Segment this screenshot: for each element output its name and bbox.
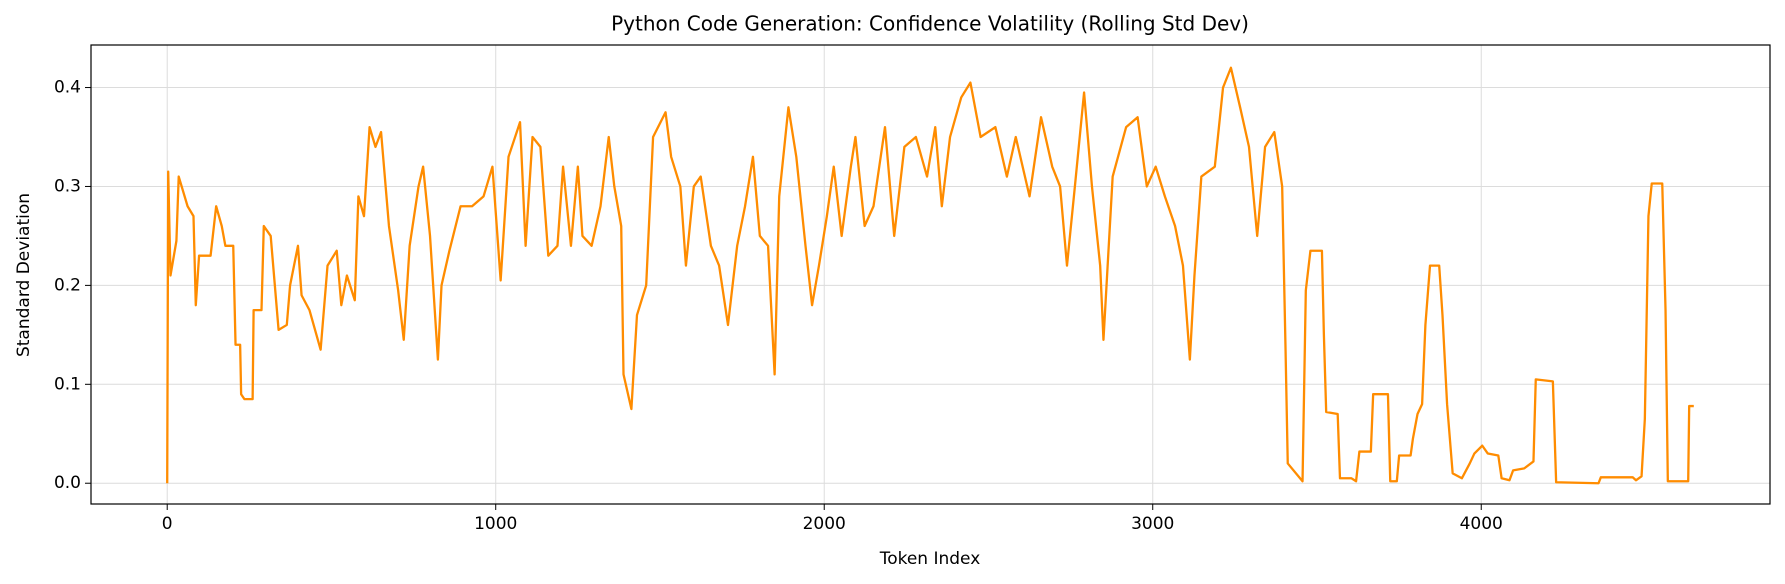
y-tick-label: 0.4 — [54, 78, 81, 98]
y-tick-label: 0.0 — [54, 473, 81, 493]
x-tick-label: 3000 — [1131, 514, 1174, 534]
x-tick-label: 0 — [162, 514, 173, 534]
x-tick-label: 1000 — [474, 514, 517, 534]
plot-frame — [90, 44, 1771, 505]
y-tick-label: 0.1 — [54, 374, 81, 394]
x-tick-label: 2000 — [803, 514, 846, 534]
y-tick-label: 0.2 — [54, 275, 81, 295]
chart-title: Python Code Generation: Confidence Volat… — [611, 12, 1249, 36]
y-tick-label: 0.3 — [54, 176, 81, 196]
x-axis-label: Token Index — [879, 549, 981, 569]
data-line — [166, 66, 1694, 485]
y-axis-label: Standard Deviation — [14, 193, 34, 357]
x-tick-label: 4000 — [1460, 514, 1503, 534]
